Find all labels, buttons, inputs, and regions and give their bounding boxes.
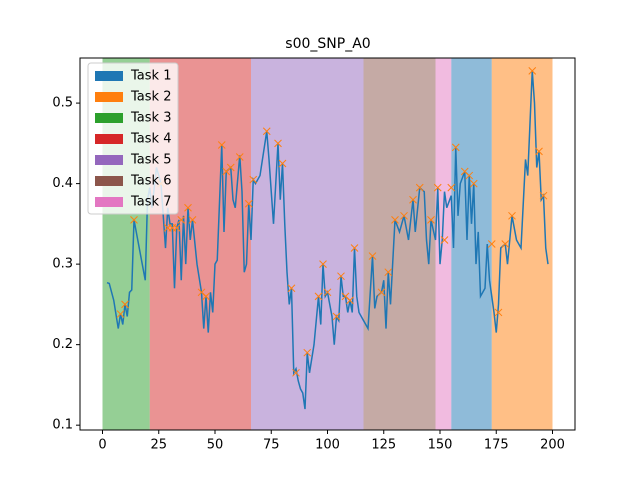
legend-swatch [95,155,123,165]
peak-marker [400,211,408,220]
peak-marker [427,215,435,224]
peak-marker [451,143,460,152]
peak-marker [287,284,296,293]
legend-label: Task 1 [130,69,171,84]
legend-swatch [95,92,123,102]
x-tick-label: 25 [150,438,167,453]
legend-label: Task 5 [130,153,171,168]
peak-marker [447,183,456,192]
y-tick-label: 0.3 [52,257,73,272]
y-tick-label: 0.1 [52,418,73,433]
task-region [251,58,364,430]
peak-marker [226,163,235,172]
peak-marker [184,203,192,212]
peak-marker [377,288,386,297]
task-region [363,58,436,430]
peak-marker [262,127,271,136]
peak-marker [508,211,516,220]
peak-marker [465,171,474,180]
peak-marker [368,252,377,260]
peak-marker [202,292,210,301]
peak-marker [415,183,424,192]
peak-marker [278,159,287,168]
legend-swatch [95,197,123,207]
peak-marker [172,224,181,232]
peak-marker [319,260,327,268]
peak-marker [274,139,282,148]
peak-marker [244,199,253,208]
peak-marker [337,272,345,281]
legend-swatch [95,113,123,123]
peak-marker [528,67,537,75]
x-tick-label: 150 [428,438,453,453]
x-tick-label: 200 [540,438,565,453]
peak-marker [235,153,244,161]
y-tick-label: 0.5 [52,96,73,111]
peak-marker [116,310,125,318]
task-region [451,58,492,430]
peak-marker [469,179,478,188]
legend-label: Task 7 [130,195,171,210]
legend-label: Task 4 [130,132,171,147]
peak-marker [332,312,341,321]
legend-label: Task 3 [130,111,171,126]
task-region [435,58,452,430]
peak-marker [249,175,258,184]
y-tick-label: 0.4 [52,176,73,191]
peak-marker [487,240,496,248]
peak-marker [121,300,129,309]
peak-marker [188,215,197,224]
x-tick-label: 175 [484,438,509,453]
x-tick-label: 0 [98,438,106,453]
legend-swatch [95,71,123,81]
legend-label: Task 6 [130,174,171,189]
legend-swatch [95,176,123,186]
peak-marker [346,296,354,305]
peak-marker [314,292,323,301]
peak-marker [384,268,393,277]
y-tick-label: 0.2 [52,337,73,352]
plot-frame [79,57,576,431]
legend-swatch [95,134,123,144]
peak-marker [409,195,417,204]
task-region [491,58,553,430]
peak-marker [292,368,300,377]
x-tick-label: 50 [207,438,224,453]
peak-marker [391,215,399,224]
peak-marker [177,215,186,224]
peak-marker [217,141,226,149]
peak-marker [130,215,138,224]
peak-marker [440,236,449,244]
peak-marker [535,147,543,156]
peak-marker [350,244,359,252]
peak-marker [501,240,510,248]
peak-marker [433,183,442,192]
chart-title: s00_SNP_A0 [285,36,370,52]
peak-marker [539,191,548,200]
x-tick-label: 100 [315,438,340,453]
legend-label: Task 2 [130,90,171,105]
peak-marker [303,348,312,357]
peak-marker [323,288,332,297]
x-tick-label: 125 [371,438,396,453]
peak-marker [494,308,503,317]
x-tick-label: 75 [263,438,280,453]
